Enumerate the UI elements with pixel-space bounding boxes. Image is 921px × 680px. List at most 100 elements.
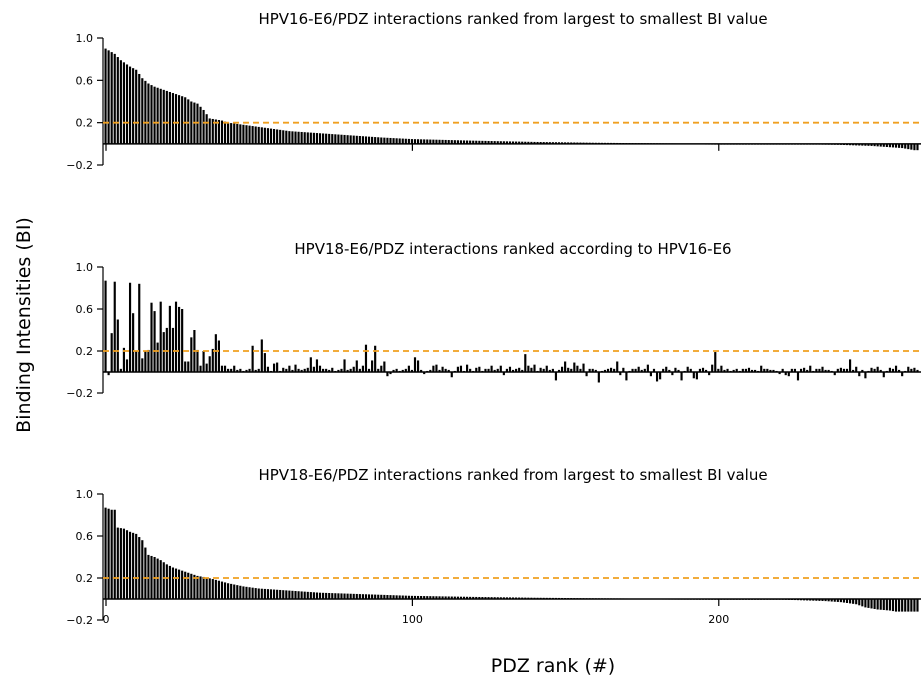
bar <box>104 507 107 599</box>
bar <box>426 139 429 144</box>
bar <box>570 368 573 372</box>
bar <box>233 584 236 599</box>
bar <box>355 135 358 144</box>
bar <box>288 365 291 372</box>
bar <box>907 599 910 612</box>
bar <box>217 120 220 144</box>
bar <box>842 599 846 603</box>
bar <box>132 68 135 144</box>
bar <box>659 372 662 380</box>
bar <box>487 597 490 599</box>
bar <box>251 345 254 372</box>
bar <box>386 137 389 144</box>
bar <box>530 141 533 144</box>
bar <box>833 372 836 376</box>
bar <box>901 143 904 149</box>
bar <box>346 593 349 599</box>
bar <box>132 532 135 599</box>
bar <box>395 368 398 372</box>
bar <box>196 103 199 144</box>
bar <box>591 368 594 372</box>
bar <box>640 369 643 372</box>
bar <box>220 581 224 599</box>
bar <box>502 141 505 144</box>
bar <box>818 599 821 601</box>
bar <box>181 309 184 372</box>
bar <box>496 141 499 144</box>
bar <box>156 342 159 372</box>
bar <box>223 365 227 372</box>
bar <box>184 571 187 599</box>
bar <box>190 101 193 144</box>
bar <box>637 366 640 372</box>
bar <box>907 143 910 150</box>
bar <box>227 583 230 599</box>
bar <box>456 366 459 372</box>
bar <box>315 592 319 599</box>
bar <box>459 140 463 144</box>
bar <box>371 136 374 144</box>
bar <box>603 369 607 372</box>
bar <box>309 592 312 599</box>
bar <box>214 579 217 599</box>
bar <box>413 595 417 599</box>
bar <box>916 599 919 612</box>
bar <box>861 369 864 372</box>
bar <box>239 124 242 144</box>
bar <box>557 142 561 144</box>
bar <box>282 367 285 372</box>
bar <box>297 131 300 144</box>
bar <box>135 351 138 372</box>
bar <box>490 597 493 599</box>
bar <box>367 136 371 144</box>
panel-hpv16-ranked: HPV16-E6/PDZ interactions ranked from la… <box>66 10 921 172</box>
bar <box>469 596 472 599</box>
bar <box>410 595 414 599</box>
bar <box>695 372 698 380</box>
bar <box>416 595 420 599</box>
bar <box>821 599 824 601</box>
bar <box>276 589 279 599</box>
y-tick-label: 1.0 <box>76 488 94 501</box>
bar <box>168 91 171 144</box>
bar <box>533 141 536 144</box>
bar <box>334 593 337 599</box>
bar <box>809 599 812 601</box>
bar <box>263 127 266 144</box>
bar <box>435 364 438 372</box>
bar <box>263 588 266 599</box>
bar <box>466 140 469 144</box>
bar <box>300 131 303 144</box>
bar <box>239 368 242 372</box>
bar <box>358 136 361 144</box>
bar <box>711 364 714 372</box>
bar <box>502 597 505 599</box>
bar <box>364 136 368 144</box>
x-tick-label: 200 <box>708 613 729 626</box>
bar <box>266 128 270 144</box>
bar <box>441 596 444 600</box>
bar <box>150 302 153 372</box>
bar <box>138 537 141 599</box>
bar <box>245 125 248 144</box>
bar <box>358 368 361 372</box>
bar <box>168 305 171 372</box>
bar <box>162 332 165 372</box>
bar <box>469 368 472 372</box>
bar <box>312 132 315 144</box>
bar <box>438 139 441 144</box>
bar <box>861 599 864 607</box>
bar <box>128 66 132 144</box>
bar <box>141 358 144 372</box>
bar <box>484 140 487 144</box>
bar <box>288 590 291 599</box>
bar <box>306 132 309 144</box>
bar <box>882 143 885 147</box>
bar <box>113 53 116 144</box>
bar <box>793 368 797 372</box>
bar <box>199 365 202 372</box>
bar <box>371 360 374 372</box>
bar <box>374 594 377 599</box>
bar <box>882 372 885 378</box>
bar <box>913 143 916 151</box>
